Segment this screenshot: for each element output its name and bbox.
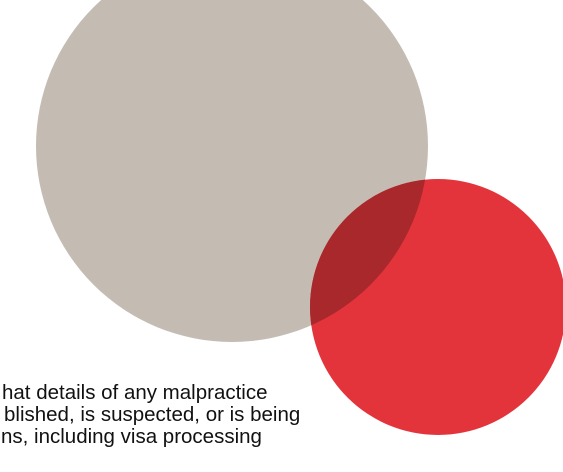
body-text: hat details of any malpractice blished, … bbox=[0, 382, 563, 448]
body-text-line-2: blished, is suspected, or is being bbox=[4, 403, 301, 426]
body-text-line-1: hat details of any malpractice bbox=[2, 381, 268, 404]
body-text-line-3: ns, including visa processing bbox=[1, 425, 262, 448]
circle-overlap bbox=[310, 179, 428, 342]
